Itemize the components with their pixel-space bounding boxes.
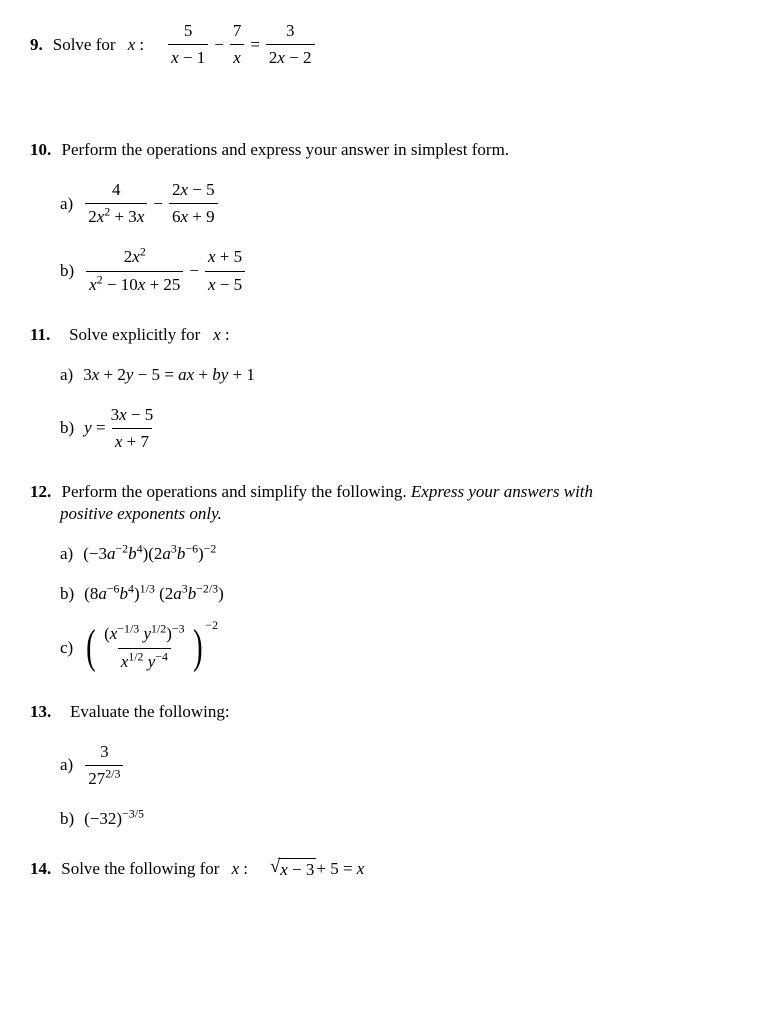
problem-11a-label: a) bbox=[60, 364, 73, 386]
fraction: x + 5 x − 5 bbox=[205, 246, 245, 295]
problem-9-text: Solve for bbox=[53, 34, 116, 56]
problem-12-text1: Perform the operations and simplify the … bbox=[62, 482, 411, 501]
problem-11a-expr: 3x + 2y − 5 = ax + by + 1 bbox=[83, 364, 255, 386]
problem-13b: b) (−32)−3/5 bbox=[60, 808, 750, 830]
problem-13b-expr: (−32)−3/5 bbox=[84, 808, 144, 830]
problem-14-var: x bbox=[232, 858, 240, 880]
fraction: 5 x − 1 bbox=[168, 20, 208, 69]
problem-12-number: 12. bbox=[30, 482, 51, 501]
problem-10-text: Perform the operations and express your … bbox=[62, 140, 510, 159]
problem-11-colon: : bbox=[225, 325, 230, 344]
problem-14-head: 14. Solve the following for x : √ x − 3 … bbox=[30, 858, 750, 881]
problem-12c-expr: ( (x−1/3 y1/2)−3 x1/2 y−4 ) −2 bbox=[83, 623, 218, 672]
problem-14-expr: √ x − 3 + 5 = x bbox=[270, 858, 364, 881]
problem-9-number: 9. bbox=[30, 34, 43, 56]
problem-11-number: 11. bbox=[30, 325, 50, 344]
problem-10-number: 10. bbox=[30, 140, 51, 159]
problem-13a-label: a) bbox=[60, 754, 73, 776]
problem-12-head: 12. Perform the operations and simplify … bbox=[30, 481, 750, 503]
fraction: 3 2x − 2 bbox=[266, 20, 315, 69]
problem-13a: a) 3 272/3 bbox=[60, 741, 750, 790]
problem-14-colon: : bbox=[243, 858, 248, 880]
problem-9-var: x bbox=[128, 34, 136, 56]
problem-10b-label: b) bbox=[60, 260, 74, 282]
problem-10b-expr: 2x2 x2 − 10x + 25 − x + 5 x − 5 bbox=[84, 246, 247, 295]
paren-left-icon: ( bbox=[86, 631, 96, 664]
problem-11: 11. Solve explicitly for x : a) 3x + 2y … bbox=[30, 324, 750, 453]
problem-14-text: Solve the following for bbox=[61, 858, 219, 880]
problem-14-number: 14. bbox=[30, 858, 51, 880]
problem-12-text2: Express your answers with bbox=[411, 482, 593, 501]
paren-right-icon: ) bbox=[193, 631, 203, 664]
problem-12-text3: positive exponents only. bbox=[60, 503, 750, 525]
problem-11-text: Solve explicitly for bbox=[69, 325, 200, 344]
problem-10a-label: a) bbox=[60, 193, 73, 215]
problem-12: 12. Perform the operations and simplify … bbox=[30, 481, 750, 673]
problem-14: 14. Solve the following for x : √ x − 3 … bbox=[30, 858, 750, 881]
big-paren: ( (x−1/3 y1/2)−3 x1/2 y−4 ) bbox=[83, 623, 205, 672]
problem-10a: a) 4 2x2 + 3x − 2x − 5 6x + 9 bbox=[60, 179, 750, 228]
problem-10a-expr: 4 2x2 + 3x − 2x − 5 6x + 9 bbox=[83, 179, 219, 228]
problem-12b-expr: (8a−6b4)1/3 (2a3b−2/3) bbox=[84, 583, 224, 605]
problem-13-text: Evaluate the following: bbox=[70, 702, 230, 721]
fraction: 3 272/3 bbox=[85, 741, 123, 790]
fraction: 2x − 5 6x + 9 bbox=[169, 179, 218, 228]
problem-9-equation: 5 x − 1 − 7 x = 3 2x − 2 bbox=[166, 20, 316, 69]
problem-11b-label: b) bbox=[60, 417, 74, 439]
fraction: 7 x bbox=[230, 20, 245, 69]
fraction: (x−1/3 y1/2)−3 x1/2 y−4 bbox=[101, 623, 187, 672]
problem-10-head: 10. Perform the operations and express y… bbox=[30, 139, 750, 161]
problem-12c-label: c) bbox=[60, 637, 73, 659]
problem-11b: b) y = 3x − 5 x + 7 bbox=[60, 404, 750, 453]
fraction: 4 2x2 + 3x bbox=[85, 179, 147, 228]
problem-11-var: x bbox=[213, 325, 221, 344]
problem-9-head: 9. Solve for x : 5 x − 1 − 7 x = 3 2x − … bbox=[30, 20, 750, 69]
problem-11-head: 11. Solve explicitly for x : bbox=[30, 324, 750, 346]
fraction: 2x2 x2 − 10x + 25 bbox=[86, 246, 183, 295]
problem-10b: b) 2x2 x2 − 10x + 25 − x + 5 x − 5 bbox=[60, 246, 750, 295]
sqrt-icon: √ x − 3 bbox=[270, 858, 316, 881]
problem-12b: b) (8a−6b4)1/3 (2a3b−2/3) bbox=[60, 583, 750, 605]
problem-9: 9. Solve for x : 5 x − 1 − 7 x = 3 2x − … bbox=[30, 20, 750, 69]
problem-13b-label: b) bbox=[60, 808, 74, 830]
problem-12b-label: b) bbox=[60, 583, 74, 605]
problem-10: 10. Perform the operations and express y… bbox=[30, 139, 750, 295]
fraction: 3x − 5 x + 7 bbox=[108, 404, 157, 453]
problem-12a-label: a) bbox=[60, 543, 73, 565]
problem-13-head: 13. Evaluate the following: bbox=[30, 701, 750, 723]
problem-11b-expr: y = 3x − 5 x + 7 bbox=[84, 404, 158, 453]
problem-13: 13. Evaluate the following: a) 3 272/3 b… bbox=[30, 701, 750, 830]
problem-12c: c) ( (x−1/3 y1/2)−3 x1/2 y−4 ) −2 bbox=[60, 623, 750, 672]
problem-13-number: 13. bbox=[30, 702, 51, 721]
problem-12a-expr: (−3a−2b4)(2a3b−6)−2 bbox=[83, 543, 216, 565]
problem-12a: a) (−3a−2b4)(2a3b−6)−2 bbox=[60, 543, 750, 565]
problem-11a: a) 3x + 2y − 5 = ax + by + 1 bbox=[60, 364, 750, 386]
problem-9-colon: : bbox=[139, 34, 144, 56]
